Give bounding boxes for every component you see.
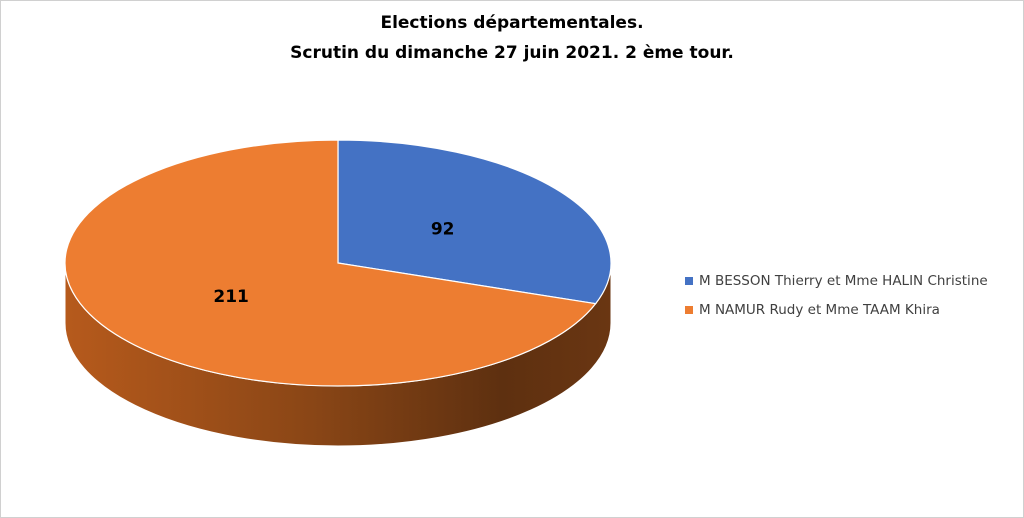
legend-item-namur: M NAMUR Rudy et Mme TAAM Khira [685, 295, 988, 324]
legend-label-namur: M NAMUR Rudy et Mme TAAM Khira [699, 301, 940, 318]
pie-slice-besson [337, 139, 612, 305]
chart-subtitle: Scrutin du dimanche 27 juin 2021. 2 ème … [290, 43, 734, 63]
legend-label-besson: M BESSON Thierry et Mme HALIN Christine [699, 272, 988, 289]
legend-swatch-namur [685, 305, 693, 314]
legend-swatch-besson [685, 276, 693, 285]
legend-item-besson: M BESSON Thierry et Mme HALIN Christine [685, 266, 988, 295]
pie-label-namur: 211 [213, 287, 249, 307]
pie-slice-namur [64, 139, 597, 387]
chart-title: Elections départementales. [380, 13, 644, 33]
pie-label-besson: 92 [431, 220, 455, 240]
legend: M BESSON Thierry et Mme HALIN Christine … [685, 266, 988, 324]
